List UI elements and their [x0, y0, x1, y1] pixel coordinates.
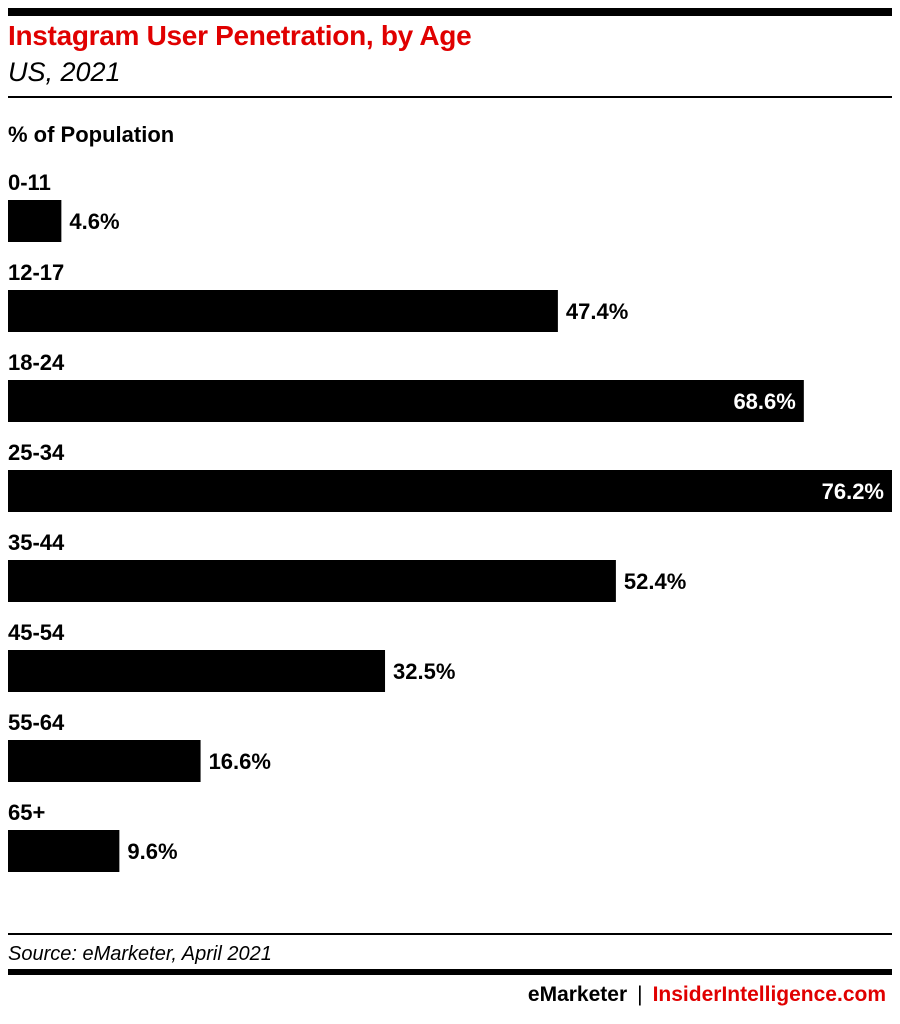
bar	[8, 380, 804, 422]
bar	[8, 200, 62, 242]
header-divider	[8, 96, 892, 98]
category-label: 0-11	[8, 170, 51, 195]
category-label: 65+	[8, 800, 45, 825]
value-label: 4.6%	[69, 209, 119, 234]
bar	[8, 560, 616, 602]
brand-separator: |	[637, 983, 643, 1006]
category-label: 45-54	[8, 620, 65, 645]
brand-emarketer: eMarketer	[527, 983, 628, 1006]
value-label: 47.4%	[566, 299, 628, 324]
value-label: 16.6%	[209, 749, 271, 774]
category-label: 12-17	[8, 260, 64, 285]
bar	[8, 290, 558, 332]
bar-chart: 0-11 4.6% 12-17 47.4% 18-24 68.6% 25-34 76.2% 35…	[8, 170, 892, 872]
source-note: Source: eMarketer, April 2021	[8, 943, 272, 965]
bar	[8, 740, 201, 782]
value-label: 68.6%	[733, 389, 795, 414]
chart-subtitle: US, 2021	[8, 57, 121, 87]
top-rule	[8, 8, 892, 16]
bar	[8, 470, 892, 512]
category-label: 35-44	[8, 530, 65, 555]
footer-divider	[8, 933, 892, 935]
bar	[8, 830, 120, 872]
value-label: 52.4%	[624, 569, 686, 594]
category-label: 18-24	[8, 350, 65, 375]
chart-title: Instagram User Penetration, by Age	[8, 20, 472, 51]
unit-label: % of Population	[8, 122, 175, 147]
value-label: 9.6%	[127, 839, 177, 864]
bottom-rule	[8, 969, 892, 975]
category-label: 25-34	[8, 440, 65, 465]
value-label: 76.2%	[822, 479, 884, 504]
value-label: 32.5%	[393, 659, 455, 684]
bar	[8, 650, 386, 692]
category-label: 55-64	[8, 710, 65, 735]
brand-insider-intelligence: InsiderIntelligence.com	[652, 983, 886, 1006]
footer-branding: eMarketer | InsiderIntelligence.com	[528, 983, 886, 1007]
